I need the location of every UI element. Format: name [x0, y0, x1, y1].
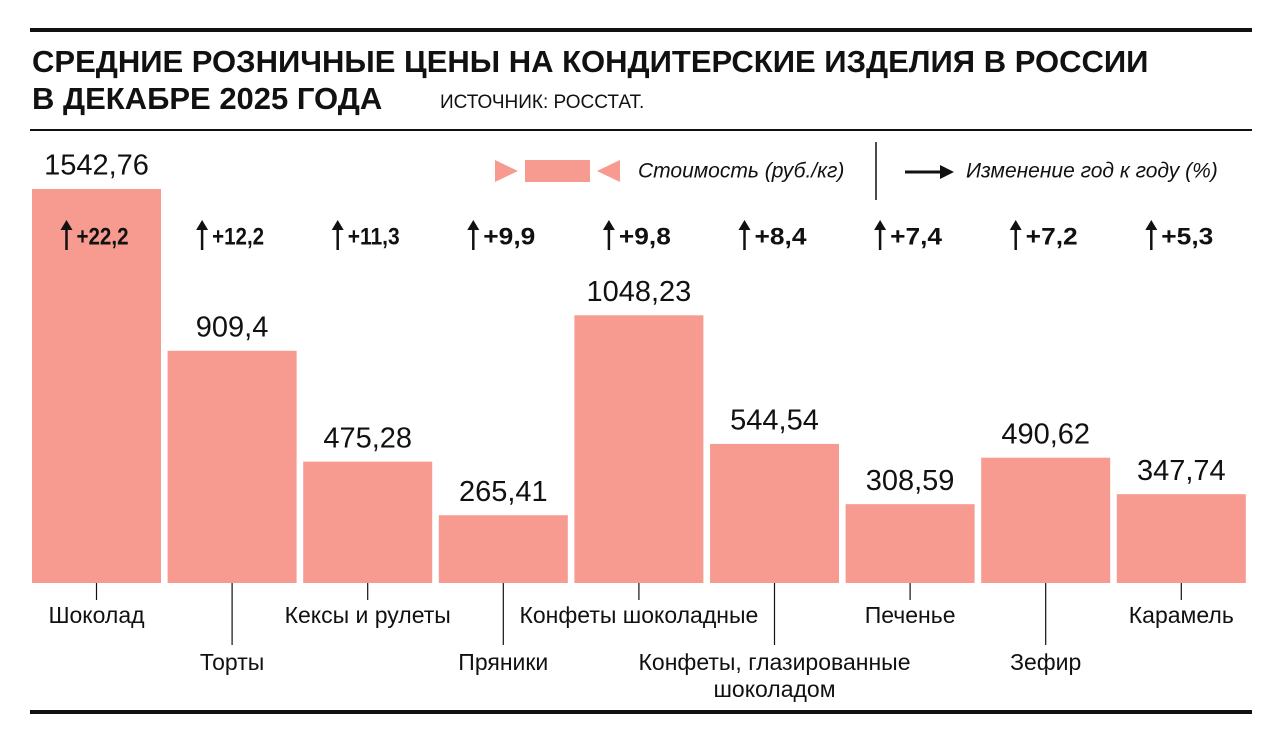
- category-label: Торты: [199, 649, 265, 675]
- category-label: Конфеты шоколадные: [519, 602, 759, 628]
- legend-arrow: [940, 165, 954, 179]
- value-label: 347,74: [1137, 455, 1226, 487]
- change-arrow: [331, 220, 344, 230]
- change-label: +11,3: [348, 223, 400, 250]
- legend-swatch: [525, 160, 590, 182]
- bar: [1116, 494, 1246, 583]
- category-label: Конфеты, глазированные шоколадом: [638, 649, 911, 702]
- bar: [981, 457, 1111, 583]
- change-label: +22,2: [77, 223, 129, 250]
- change-arrow: [738, 220, 751, 230]
- value-label: 490,62: [1001, 418, 1090, 450]
- value-label: 475,28: [323, 422, 412, 454]
- change-label: +8,4: [755, 223, 808, 250]
- change-label: +7,4: [890, 223, 943, 250]
- value-label: 308,59: [866, 465, 955, 497]
- category-label: Печенье: [864, 602, 956, 628]
- change-label: +9,9: [483, 223, 535, 250]
- change-arrow: [60, 220, 73, 230]
- change-label: +7,2: [1026, 223, 1078, 250]
- bar: [845, 504, 975, 583]
- change-arrow: [1009, 220, 1022, 230]
- bar: [32, 189, 161, 583]
- change-label: +5,3: [1161, 223, 1213, 250]
- category-label: Зефир: [1010, 649, 1082, 675]
- change-label: +12,2: [212, 223, 264, 250]
- bar: [167, 350, 297, 583]
- legend-label: Стоимость (руб./кг): [638, 160, 844, 183]
- bar: [710, 443, 839, 583]
- category-label: Карамель: [1128, 602, 1234, 628]
- bar: [303, 461, 433, 583]
- value-label: 265,41: [459, 476, 548, 508]
- category-label: Шоколад: [48, 602, 145, 628]
- legend-label: Изменение год к году (%): [966, 160, 1218, 183]
- change-arrow: [196, 220, 209, 230]
- change-arrow: [1145, 220, 1158, 230]
- change-arrow: [602, 220, 615, 230]
- change-label: +9,8: [619, 223, 671, 250]
- change-arrow: [467, 220, 480, 230]
- legend-swatch: [597, 160, 620, 182]
- value-label: 909,4: [196, 311, 269, 343]
- chart-title: СРЕДНИЕ РОЗНИЧНЫЕ ЦЕНЫ НА КОНДИТЕРСКИЕ И…: [32, 44, 1148, 79]
- legend-swatch: [495, 160, 518, 182]
- value-label: 1048,23: [586, 276, 691, 308]
- value-label: 544,54: [730, 405, 819, 437]
- bar: [438, 515, 568, 583]
- legend: Стоимость (руб./кг) Изменение год к году…: [495, 142, 1218, 200]
- category-label: Пряники: [458, 649, 549, 675]
- value-label: 1542,76: [44, 150, 149, 182]
- chart-title: В ДЕКАБРЕ 2025 ГОДА: [32, 81, 382, 116]
- source: ИСТОЧНИК: РОССТАТ.: [440, 92, 644, 113]
- change-arrow: [874, 220, 887, 230]
- category-label: Кексы и рулеты: [284, 602, 451, 628]
- bar: [574, 315, 704, 583]
